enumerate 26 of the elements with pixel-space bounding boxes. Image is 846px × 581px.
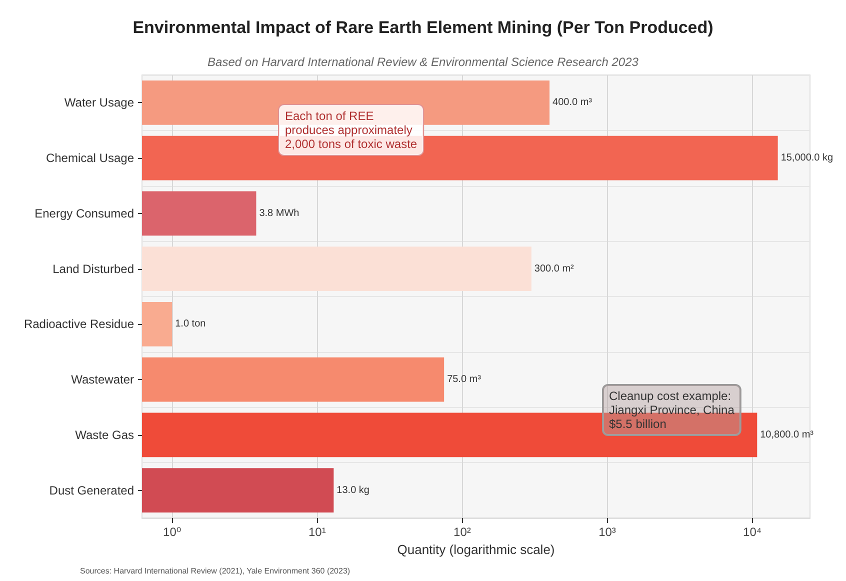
- y-tick-label: Land Disturbed: [52, 262, 134, 276]
- x-tick-label: 10¹: [308, 525, 326, 539]
- data-label: 75.0 m³: [447, 374, 482, 386]
- x-tick-label: 10⁴: [743, 525, 762, 539]
- data-label: 10,800.0 m³: [760, 429, 814, 440]
- data-label: 3.8 MWh: [259, 208, 300, 219]
- y-tick-label: Water Usage: [64, 96, 134, 110]
- y-tick-label: Dust Generated: [49, 483, 134, 498]
- data-label: 300.0 m²: [534, 263, 575, 274]
- x-tick-label: 10³: [598, 525, 616, 539]
- data-label: 13.0 kg: [336, 484, 370, 496]
- source-note: Sources: Harvard International Review (2021), Yale Environment 360 (2023): [80, 566, 350, 576]
- x-tick-label: 10²: [454, 525, 471, 539]
- chart-title: Environmental Impact of Rare Earth Element Mining (Per Ton Produced): [132, 18, 714, 37]
- y-tick-label: Energy Consumed: [34, 206, 134, 220]
- x-axis-title: Quantity (logarithmic scale): [397, 542, 555, 557]
- chart-subtitle: Based on Harvard International Review & Environmental Science Research 2023: [208, 55, 639, 69]
- y-tick-label: Chemical Usage: [46, 151, 134, 166]
- y-tick-label: Wastewater: [71, 372, 134, 387]
- data-label: 400.0 m³: [552, 97, 593, 108]
- x-tick-label: 10⁰: [163, 525, 182, 539]
- y-tick-label: Waste Gas: [75, 428, 134, 442]
- y-tick-label: Radioactive Residue: [24, 317, 134, 332]
- data-label: 1.0 ton: [175, 318, 206, 330]
- annotation: Each ton of REE produces approximately 2,000 tons of toxic waste: [285, 109, 418, 151]
- data-label: 15,000.0 kg: [780, 152, 834, 164]
